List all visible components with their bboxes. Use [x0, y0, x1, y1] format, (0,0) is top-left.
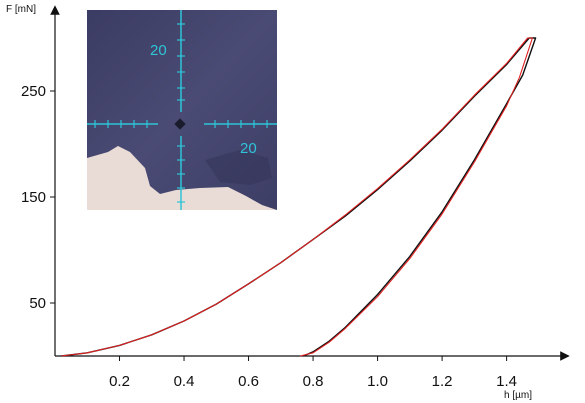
x-tick-label: 0.6	[238, 373, 259, 390]
series-line-red	[61, 37, 533, 357]
inset-label-horizontal: 20	[240, 140, 257, 157]
micrograph-inset: 20 20	[87, 10, 277, 210]
inset-dark-patch	[205, 150, 272, 185]
x-tick-label: 1.0	[367, 373, 388, 390]
inset-bright-region	[87, 146, 277, 210]
x-tick-label: 1.2	[432, 373, 453, 390]
x-tick-label: 0.4	[174, 373, 195, 390]
x-axis-title: h [µm]	[504, 390, 532, 401]
x-tick-label: 0.2	[109, 373, 130, 390]
y-ticks: 50 150 250	[21, 83, 55, 312]
x-ticks: 0.2 0.4 0.6 0.8 1.0 1.2 1.4	[109, 356, 517, 390]
y-tick-label: 250	[21, 83, 46, 100]
inset-cross-ticks	[94, 23, 268, 203]
y-tick-label: 150	[21, 189, 46, 206]
series-layer	[61, 37, 537, 357]
y-tick-label: 50	[29, 295, 46, 312]
y-axis-title: F [mN]	[6, 4, 36, 15]
inset-label-vertical: 20	[150, 42, 167, 59]
x-tick-label: 1.4	[496, 373, 517, 390]
x-tick-label: 0.8	[303, 373, 324, 390]
